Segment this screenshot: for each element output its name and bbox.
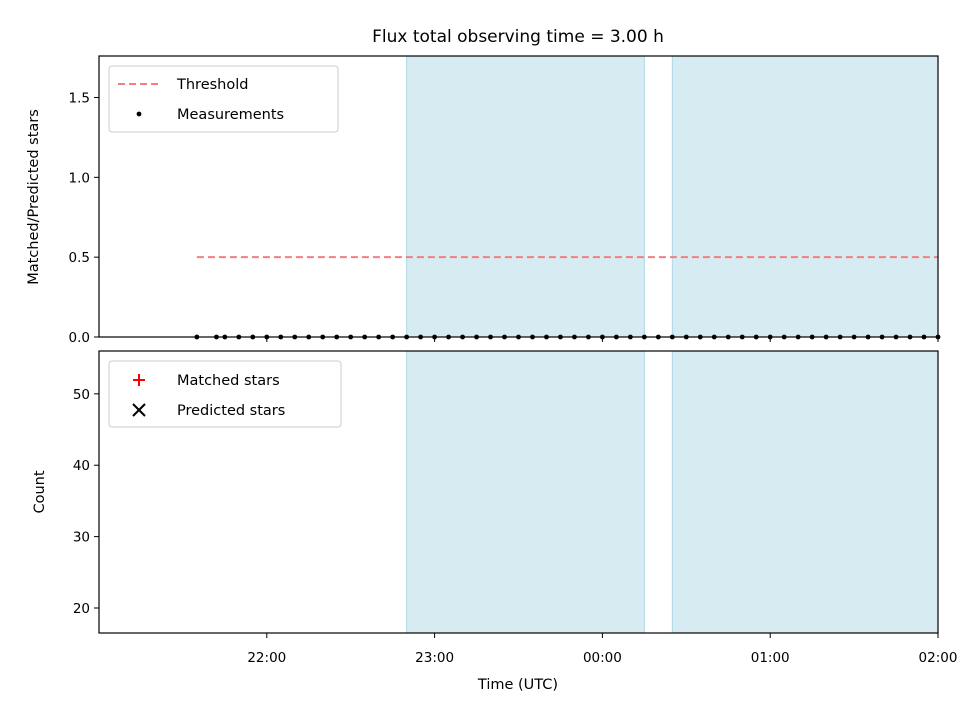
legend-predicted-label: Predicted stars: [177, 403, 285, 419]
top-legend-box: [108, 65, 339, 133]
observing-period-shades-top: [406, 55, 939, 338]
top-y-tick-label: 1.0: [69, 170, 90, 186]
x-tick-label: 02:00: [919, 650, 958, 666]
shade-period-top: [406, 55, 645, 338]
x-tick-label: 00:00: [583, 650, 622, 666]
top-y-axis-label: Matched/Predicted stars: [26, 109, 42, 285]
top-legend: Threshold Measurements: [108, 65, 339, 133]
bottom-legend: Matched stars Predicted stars: [108, 360, 342, 428]
bottom-legend-box: [108, 360, 342, 428]
bottom-y-tick-label: 40: [73, 458, 90, 474]
legend-threshold-label: Threshold: [176, 77, 248, 93]
observing-period-shades-bottom: [406, 350, 939, 634]
bottom-plot-frame: [98, 350, 939, 634]
bottom-y-axis-label: Count: [32, 470, 48, 513]
legend-predicted-swatch: [132, 403, 146, 417]
x-axis-label: Time (UTC): [477, 677, 558, 693]
x-tick-label: 01:00: [751, 650, 790, 666]
top-plot-frame: [98, 55, 939, 338]
legend-measurements-label: Measurements: [177, 107, 284, 123]
top-y-tick-label: 0.0: [69, 330, 90, 346]
top-axis-ticks: 0.0 0.5 1.0 1.5: [69, 91, 939, 346]
shade-period-bottom: [406, 350, 645, 634]
bottom-y-tick-label: 30: [73, 530, 90, 546]
top-y-tick-label: 0.5: [69, 250, 90, 266]
x-tick-label: 22:00: [247, 650, 286, 666]
legend-matched-label: Matched stars: [177, 373, 280, 389]
shade-period-top: [671, 55, 939, 338]
bottom-axis-ticks: 20 30 40 50 22:00 23:00 00:00 01:00 02:00: [73, 387, 958, 666]
shade-period-bottom: [671, 350, 939, 634]
top-y-tick-label: 1.5: [69, 91, 90, 107]
chart-title: Flux total observing time = 3.00 h: [372, 27, 664, 47]
legend-matched-swatch: [133, 374, 145, 386]
bottom-y-tick-label: 20: [73, 601, 90, 617]
legend-measurements-swatch: [136, 111, 142, 117]
x-tick-label: 23:00: [415, 650, 454, 666]
bottom-y-tick-label: 50: [73, 387, 90, 403]
